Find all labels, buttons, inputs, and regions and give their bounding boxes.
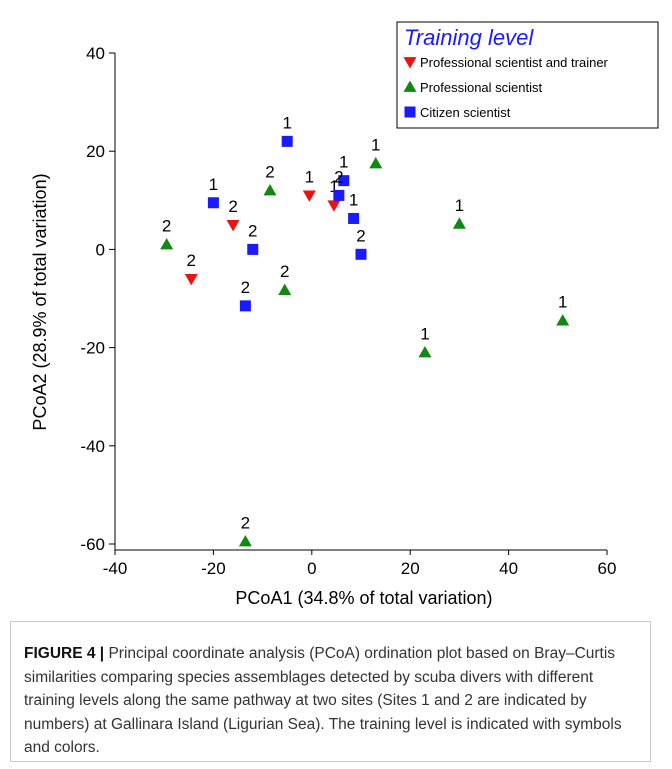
site-label: 2 [241, 514, 250, 533]
data-point [556, 314, 570, 326]
site-label: 2 [334, 167, 343, 186]
site-label: 2 [280, 262, 289, 281]
site-label: 2 [162, 216, 171, 235]
site-label: 1 [371, 135, 380, 154]
data-point [418, 346, 432, 358]
site-label: 1 [282, 113, 291, 132]
legend-title: Training level [404, 25, 534, 50]
data-point [338, 175, 350, 187]
site-label: 2 [228, 197, 237, 216]
y-tick-label: 40 [86, 44, 105, 63]
site-label: 1 [305, 167, 314, 186]
legend-marker [403, 80, 417, 92]
x-tick-label: -20 [201, 559, 226, 578]
figure-caption: FIGURE 4 | Principal coordinate analysis… [24, 642, 636, 760]
site-label: 1 [209, 175, 218, 194]
data-point [369, 156, 383, 169]
legend: Training level Professional scientist an… [396, 21, 659, 129]
site-label: 1 [339, 153, 348, 172]
site-label: 2 [187, 251, 196, 270]
y-tick-label: -60 [80, 535, 105, 554]
data-point [247, 243, 259, 255]
data-point [348, 212, 360, 224]
site-label: 1 [558, 293, 567, 312]
x-tick-label: 0 [307, 559, 316, 578]
x-axis-title: PCoA1 (34.8% of total variation) [235, 588, 492, 608]
x-tick-label: 60 [598, 559, 617, 578]
y-axis-title: PCoA2 (28.9% of total variation) [30, 173, 50, 430]
y-tick-label: 0 [96, 240, 105, 259]
data-point [238, 535, 252, 547]
data-point [333, 189, 345, 201]
data-point [184, 273, 198, 286]
axes: -40 -20 0 20 40 60 -60 -40 -20 0 20 40 [80, 44, 616, 578]
x-tick-label: 40 [499, 559, 518, 578]
y-tick-label: -40 [80, 437, 105, 456]
site-label: 2 [265, 162, 274, 181]
data-point [327, 200, 341, 212]
x-tick-label: 20 [401, 559, 420, 578]
data-point [355, 248, 367, 260]
legend-marker [404, 106, 416, 118]
data-point [452, 217, 466, 229]
data-point [281, 135, 293, 147]
x-tick-label: -40 [103, 559, 128, 578]
site-label: 1 [329, 177, 338, 196]
figure-caption-box: FIGURE 4 | Principal coordinate analysis… [10, 621, 651, 762]
legend-entry-label: Professional scientist and trainer [420, 55, 609, 70]
legend-entry-label: Professional scientist [420, 80, 542, 95]
data-point [160, 237, 174, 250]
legend-box [396, 21, 659, 129]
site-label: 1 [455, 196, 464, 215]
site-label: 2 [241, 278, 250, 297]
legend-entry-label: Citizen scientist [420, 105, 511, 120]
legend-marker [403, 57, 417, 69]
data-point [302, 190, 316, 202]
figure-caption-label: FIGURE 4 | [24, 645, 105, 662]
data-point [278, 283, 292, 296]
y-tick-label: 20 [86, 142, 105, 161]
site-label: 1 [349, 190, 358, 209]
site-label: 2 [356, 226, 365, 245]
data-point [239, 300, 251, 312]
figure-caption-text: Principal coordinate analysis (PCoA) ord… [24, 645, 622, 756]
site-label: 2 [248, 221, 257, 240]
site-label: 1 [420, 325, 429, 344]
data-point [207, 197, 219, 209]
data-point [263, 183, 277, 196]
data-point [226, 219, 240, 232]
y-tick-label: -20 [80, 339, 105, 358]
